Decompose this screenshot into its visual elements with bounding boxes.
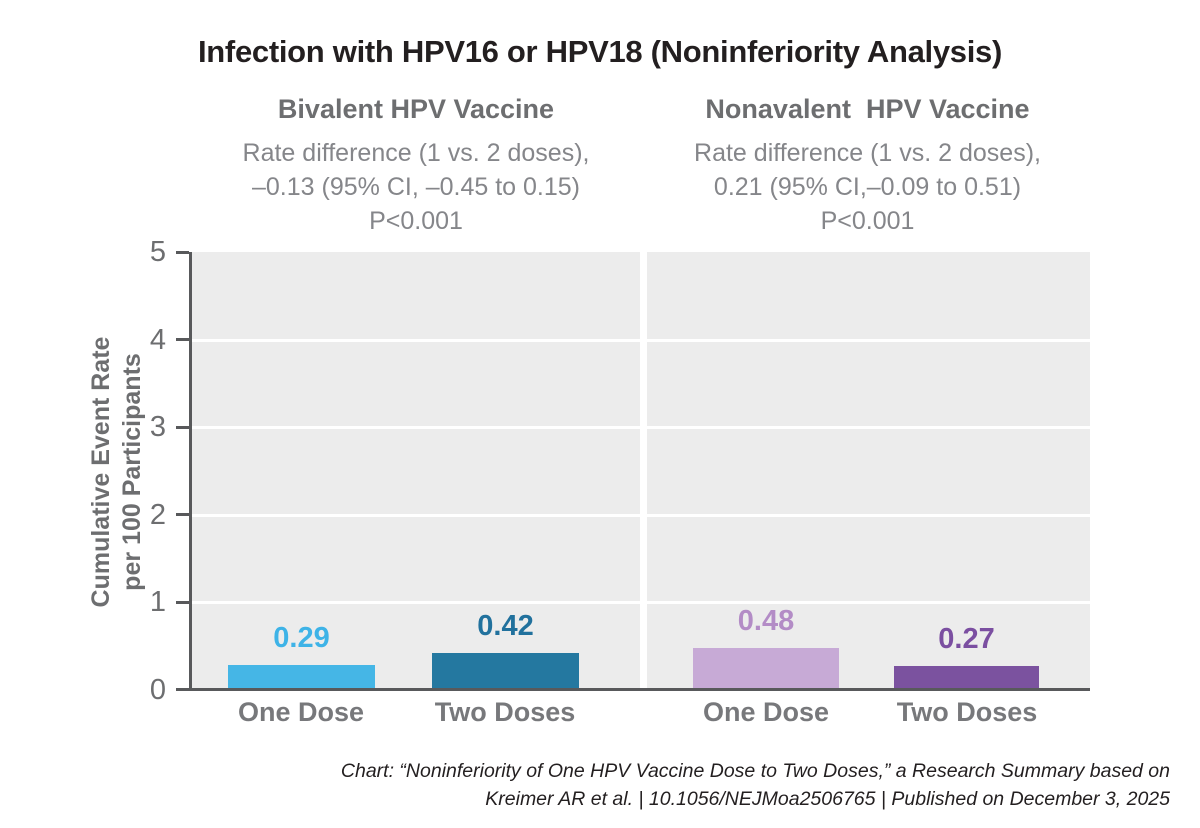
bar-bivalent-one-dose (228, 664, 375, 690)
category-label-bivalent-two-doses: Two Doses (434, 697, 576, 727)
panel-pvalue: P<0.001 (369, 207, 463, 235)
y-tick-0 (176, 688, 189, 691)
panel-subtitle-line1: Rate difference (1 vs. 2 doses), (694, 139, 1041, 167)
bar-value-label-nonavalent-one-dose: 0.48 (737, 605, 795, 637)
y-tick-label-3: 3 (149, 411, 166, 443)
x-axis-line (189, 688, 1090, 691)
chart-title: Infection with HPV16 or HPV18 (Noninferi… (197, 34, 1002, 69)
y-tick-label-2: 2 (149, 499, 166, 531)
category-label-nonavalent-one-dose: One Dose (702, 697, 830, 727)
plot-panel-bivalent (192, 252, 640, 690)
bar-value-label-bivalent-one-dose: 0.29 (273, 621, 330, 654)
panel-subtitle-line2: 0.21 (95% CI,–0.09 to 0.51) (713, 173, 1022, 201)
bar-value-label-bivalent-two-doses: 0.42 (477, 610, 534, 643)
panel-subtitle-line2: –0.13 (95% CI, –0.45 to 0.15) (252, 173, 580, 201)
y-tick-1 (176, 601, 189, 604)
gridline-3 (192, 426, 640, 429)
y-tick-5 (176, 251, 189, 254)
y-tick-label-4: 4 (149, 324, 166, 356)
panel-title-bivalent: Bivalent HPV Vaccine (277, 94, 555, 124)
y-axis-title-line2: per 100 Participants (118, 353, 146, 591)
bar-nonavalent-one-dose (693, 648, 839, 690)
bar-nonavalent-two-doses (894, 666, 1039, 690)
gridline-2 (192, 514, 640, 517)
category-label-nonavalent-two-doses: Two Doses (896, 697, 1038, 727)
y-tick-label-5: 5 (149, 236, 166, 268)
y-axis-title-line1: Cumulative Event Rate (87, 336, 115, 608)
panel-title-nonavalent: Nonavalent HPV Vaccine (705, 94, 1030, 124)
citation-line2: Kreimer AR et al. | 10.1056/NEJMoa250676… (485, 787, 1170, 810)
y-axis-line (189, 252, 192, 690)
bar-bivalent-two-doses (432, 653, 579, 690)
panel-pvalue: P<0.001 (820, 207, 915, 235)
citation-line1: Chart: “Noninferiority of One HPV Vaccin… (340, 760, 1170, 782)
panel-subtitle-line1: Rate difference (1 vs. 2 doses), (242, 139, 590, 167)
y-tick-4 (176, 338, 189, 341)
y-tick-label-1: 1 (149, 586, 166, 618)
gridline-3 (647, 426, 1090, 429)
y-tick-3 (176, 426, 189, 429)
panel-header-bivalent: Bivalent HPV Vaccine Rate difference (1 … (170, 94, 662, 238)
y-axis-title: Cumulative Event Rate per 100 Participan… (86, 253, 148, 691)
y-tick-label-0: 0 (149, 674, 166, 706)
y-tick-2 (176, 513, 189, 516)
category-label-bivalent-one-dose: One Dose (237, 697, 365, 727)
y-axis-title-wrap: Cumulative Event Rate per 100 Participan… (85, 252, 149, 690)
gridline-1 (192, 601, 640, 604)
plot-panel-nonavalent (647, 252, 1090, 690)
bar-value-label-nonavalent-two-doses: 0.27 (938, 623, 995, 656)
gridline-4 (647, 339, 1090, 342)
gridline-1 (647, 601, 1090, 604)
citation: Chart: “Noninferiority of One HPV Vaccin… (250, 758, 1170, 813)
gridline-2 (647, 514, 1090, 517)
panel-header-nonavalent: Nonavalent HPV Vaccine Rate difference (… (640, 94, 1095, 238)
gridline-4 (192, 339, 640, 342)
